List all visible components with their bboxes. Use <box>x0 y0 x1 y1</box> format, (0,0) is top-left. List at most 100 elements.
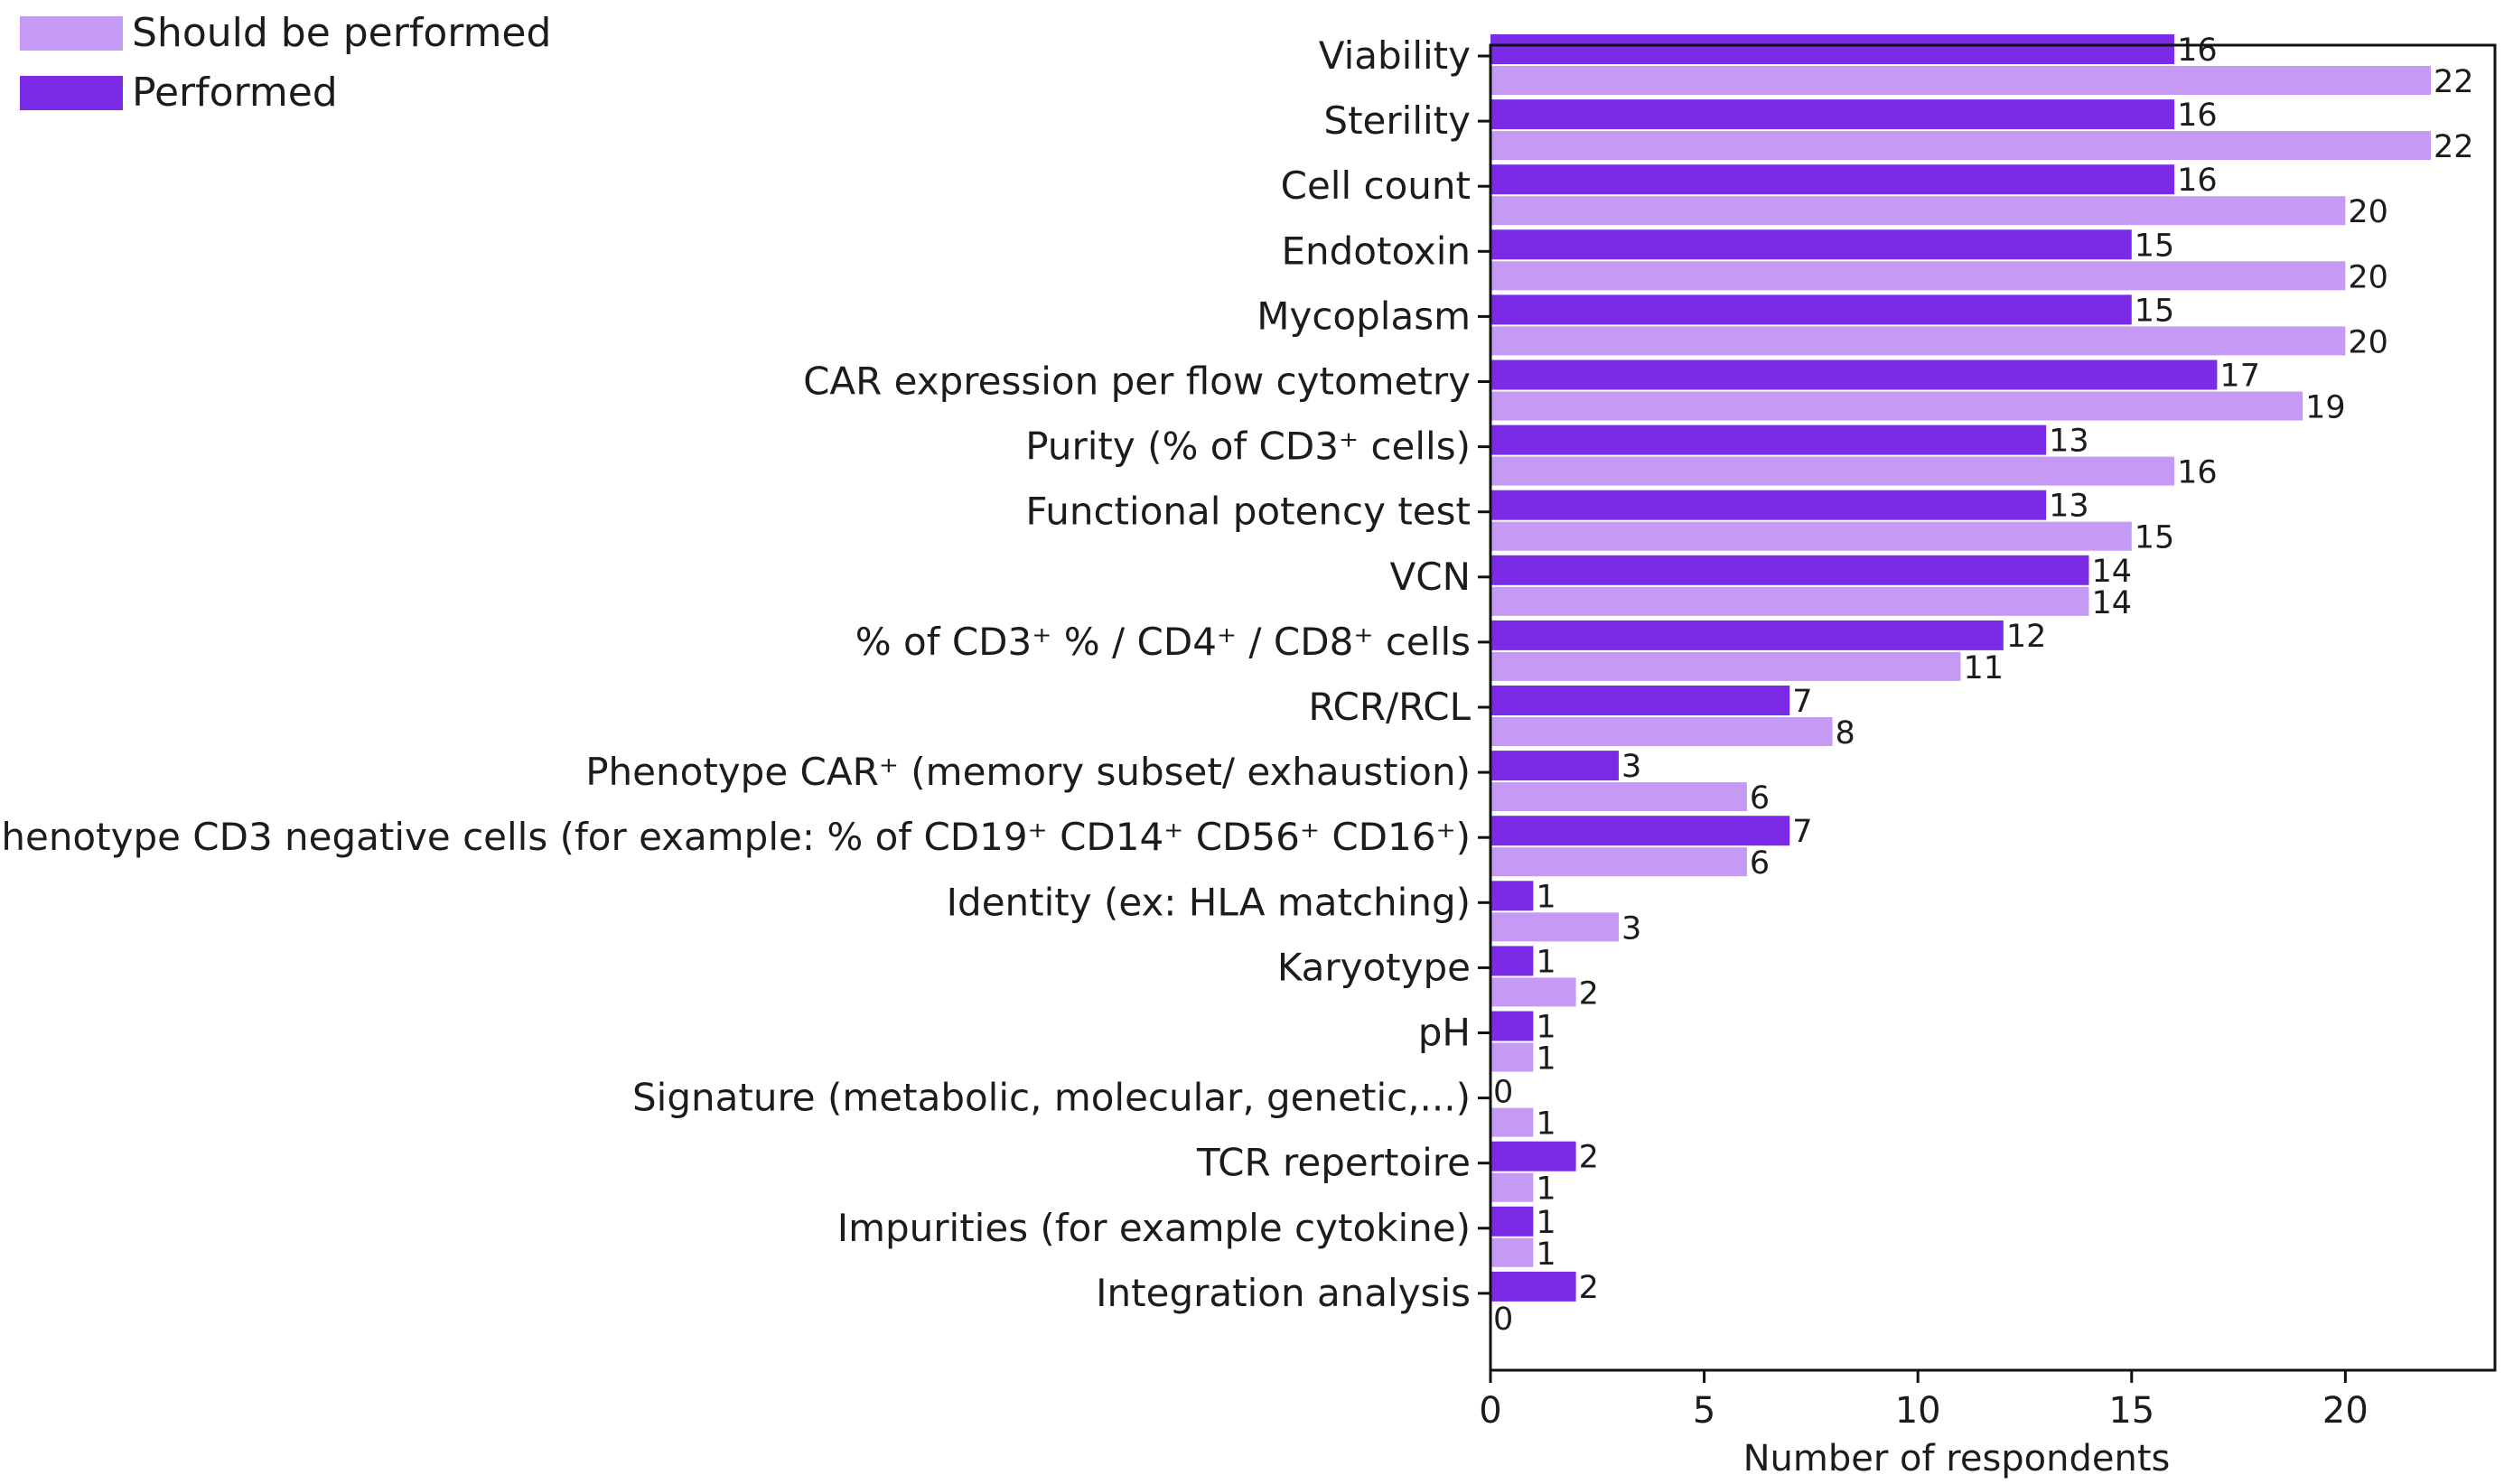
category-label-row-6: Purity (% of CD3⁺ cells) <box>1025 425 1471 469</box>
value-label-should-row-7: 15 <box>2135 520 2175 556</box>
bar-performed-row-4 <box>1490 294 2132 325</box>
category-label-row-1: Sterility <box>1323 98 1471 143</box>
value-label-should-row-0: 22 <box>2434 64 2474 100</box>
x-tick-label-20: 20 <box>2322 1390 2369 1432</box>
value-label-performed-row-19: 2 <box>1579 1270 1599 1306</box>
category-label-row-17: TCR repertoire <box>1196 1141 1471 1185</box>
value-label-performed-row-16: 0 <box>1493 1075 1513 1111</box>
value-label-should-row-13: 3 <box>1621 910 1641 947</box>
category-label-row-19: Integration analysis <box>1096 1271 1471 1315</box>
axes-group: Viability Sterility Cell count Endotoxin Myc… <box>0 33 2497 1479</box>
bar-should-row-12 <box>1490 847 1747 877</box>
value-label-performed-row-15: 1 <box>1536 1010 1556 1046</box>
category-label-row-8: VCN <box>1390 555 1471 599</box>
bar-should-row-7 <box>1490 521 2132 551</box>
legend-should-swatch <box>20 16 123 51</box>
bar-performed-row-9 <box>1490 620 2004 650</box>
value-label-should-row-17: 1 <box>1536 1171 1556 1208</box>
value-label-performed-row-7: 13 <box>2049 489 2089 525</box>
bar-should-row-5 <box>1490 391 2303 421</box>
value-label-performed-row-0: 16 <box>2177 33 2218 69</box>
value-label-performed-row-4: 15 <box>2135 293 2175 329</box>
category-label-row-12: Phenotype CD3 negative cells (for exampl… <box>0 815 1471 859</box>
bar-should-row-13 <box>1490 912 1619 942</box>
value-label-performed-row-5: 17 <box>2219 359 2260 395</box>
value-label-should-row-5: 19 <box>2305 390 2346 426</box>
x-tick-label-5: 5 <box>1693 1390 1715 1432</box>
value-label-should-row-4: 20 <box>2348 324 2388 360</box>
bar-should-row-1 <box>1490 131 2432 161</box>
value-label-should-row-19: 0 <box>1493 1302 1513 1338</box>
value-label-performed-row-9: 12 <box>2006 619 2047 655</box>
value-label-should-row-8: 14 <box>2091 585 2132 621</box>
value-label-should-row-1: 22 <box>2434 129 2474 165</box>
legend-should-label: Should be performed <box>132 10 551 56</box>
plot-frame <box>1489 43 2497 1372</box>
value-label-performed-row-3: 15 <box>2135 228 2175 264</box>
bars-group: 1622162216201520152017191316131514141211… <box>1490 33 2474 1338</box>
category-label-row-11: Phenotype CAR⁺ (memory subset/ exhaustio… <box>585 750 1471 794</box>
bar-performed-row-18 <box>1490 1206 1534 1237</box>
bar-performed-row-14 <box>1490 946 1534 976</box>
bar-should-row-16 <box>1490 1107 1534 1137</box>
bar-should-row-10 <box>1490 717 1833 746</box>
value-label-performed-row-2: 16 <box>2177 163 2218 199</box>
bar-performed-row-6 <box>1490 425 2047 455</box>
value-label-performed-row-13: 1 <box>1536 879 1556 915</box>
value-label-performed-row-12: 7 <box>1792 814 1812 850</box>
bar-performed-row-17 <box>1490 1141 1576 1171</box>
value-label-should-row-6: 16 <box>2177 455 2218 491</box>
x-tick-label-10: 10 <box>1895 1390 1941 1432</box>
bar-performed-row-19 <box>1490 1271 1576 1302</box>
value-label-performed-row-1: 16 <box>2177 98 2218 134</box>
category-label-row-7: Functional potency test <box>1025 490 1471 534</box>
bar-should-row-4 <box>1490 326 2346 356</box>
value-label-should-row-2: 20 <box>2348 194 2388 230</box>
category-label-row-14: Karyotype <box>1277 945 1471 989</box>
value-label-performed-row-8: 14 <box>2091 554 2132 590</box>
bar-performed-row-2 <box>1490 164 2175 195</box>
value-label-performed-row-6: 13 <box>2049 424 2089 460</box>
bar-should-row-11 <box>1490 782 1747 812</box>
category-label-row-5: CAR expression per flow cytometry <box>803 359 1471 404</box>
bar-should-row-18 <box>1490 1237 1534 1267</box>
bar-should-row-0 <box>1490 66 2432 95</box>
bar-performed-row-12 <box>1490 816 1790 846</box>
value-label-should-row-18: 1 <box>1536 1237 1556 1273</box>
bar-performed-row-1 <box>1490 99 2175 130</box>
category-label-row-10: RCR/RCL <box>1308 685 1471 729</box>
bar-should-row-2 <box>1490 196 2346 226</box>
x-axis-title: Number of respondents <box>1743 1438 2171 1479</box>
value-label-performed-row-17: 2 <box>1579 1140 1599 1176</box>
value-label-should-row-9: 11 <box>1964 650 2004 686</box>
value-label-performed-row-14: 1 <box>1536 944 1556 980</box>
value-label-performed-row-18: 1 <box>1536 1205 1556 1241</box>
bar-performed-row-15 <box>1490 1011 1534 1041</box>
value-label-should-row-3: 20 <box>2348 259 2388 295</box>
bar-should-row-3 <box>1490 261 2346 291</box>
legend-performed-label: Performed <box>132 70 338 116</box>
bar-performed-row-10 <box>1490 686 1790 715</box>
category-label-row-13: Identity (ex: HLA matching) <box>947 880 1471 924</box>
value-label-should-row-16: 1 <box>1536 1106 1556 1143</box>
legend: Should be performed Performed <box>20 10 551 116</box>
x-tick-label-15: 15 <box>2108 1390 2154 1432</box>
bar-should-row-6 <box>1490 456 2175 486</box>
category-label-row-2: Cell count <box>1281 163 1471 208</box>
category-label-row-4: Mycoplasm <box>1257 294 1471 338</box>
bar-performed-row-8 <box>1490 555 2089 585</box>
value-label-should-row-15: 1 <box>1536 1041 1556 1078</box>
category-label-row-9: % of CD3⁺ % / CD4⁺ / CD8⁺ cells <box>855 620 1471 664</box>
bar-performed-row-5 <box>1490 359 2218 390</box>
bar-performed-row-3 <box>1490 229 2132 260</box>
category-label-row-18: Impurities (for example cytokine) <box>837 1206 1471 1250</box>
category-label-row-3: Endotoxin <box>1281 229 1471 273</box>
bar-performed-row-11 <box>1490 751 1619 781</box>
bar-performed-row-0 <box>1490 34 2175 64</box>
bar-should-row-17 <box>1490 1172 1534 1202</box>
value-label-should-row-11: 6 <box>1750 780 1770 817</box>
value-label-should-row-14: 2 <box>1579 975 1599 1012</box>
bar-should-row-9 <box>1490 651 1961 681</box>
